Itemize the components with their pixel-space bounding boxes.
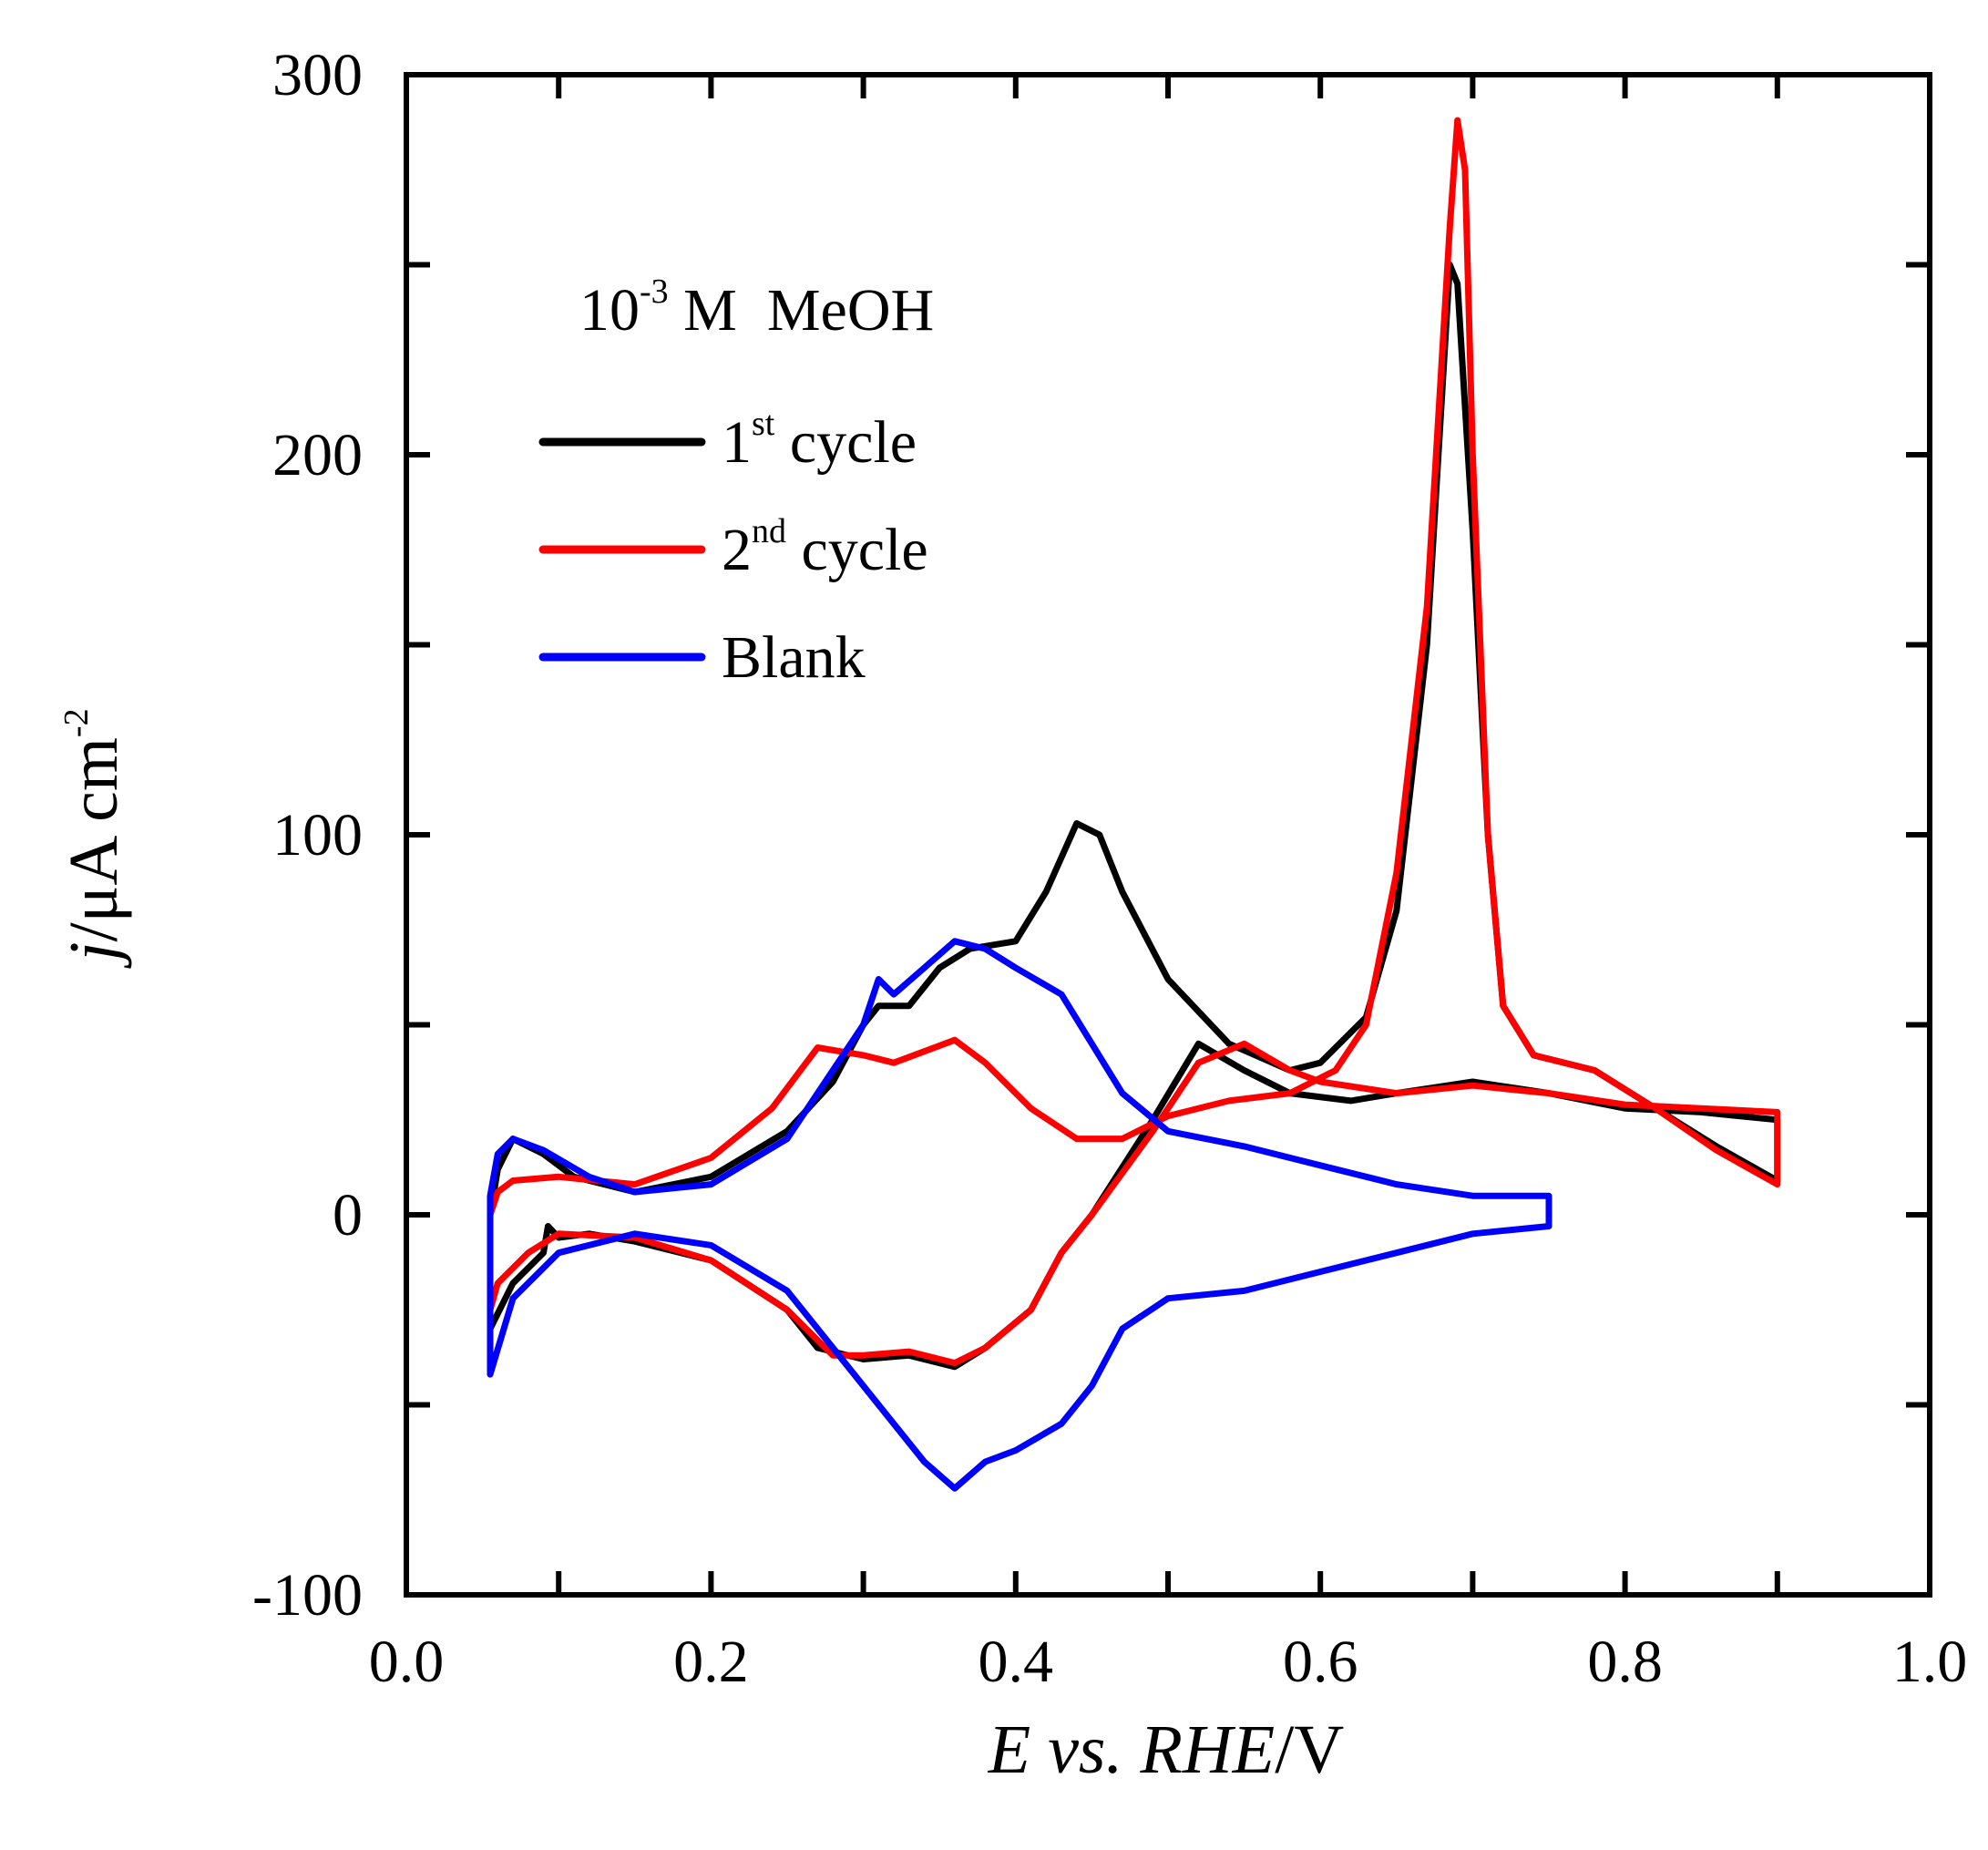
x-tick-label: 1.0 (1892, 1629, 1968, 1695)
x-axis-title-italic: E vs. RHE (988, 1711, 1275, 1788)
annotation: 10-3 M MeOH (579, 272, 934, 344)
annotation-base: 10 (579, 277, 640, 344)
x-axis-title: E vs. RHE/V (988, 1711, 1345, 1788)
x-tick-label: 0.0 (369, 1629, 445, 1695)
legend-label-1: 1st cycle (722, 405, 917, 476)
x-tick-label: 0.4 (979, 1629, 1054, 1695)
x-tick-label: 0.8 (1587, 1629, 1663, 1695)
y-axis-title-exponent: -2 (57, 708, 96, 737)
series-line-1 (487, 262, 1781, 1371)
series-line-3 (487, 938, 1552, 1492)
y-axis-title-mid: /μA cm (56, 737, 132, 941)
y-tick-label: 100 (272, 802, 363, 868)
y-tick-label: 0 (333, 1182, 363, 1249)
series-line-2 (487, 117, 1781, 1367)
y-axis-title-italic: j (56, 941, 132, 969)
ticks-layer: 0.0 0.2 0.4 0.6 0.8 1.0 -100 0 100 200 300 (252, 42, 1967, 1695)
x-tick-label: 0.6 (1283, 1629, 1358, 1695)
y-axis-title: j/μA cm-2 (56, 708, 132, 969)
y-tick-label: -100 (252, 1562, 363, 1629)
legend-label-3: Blank (722, 624, 866, 691)
legend: 1st cycle 2nd cycle Blank (538, 405, 928, 691)
y-tick-label: 200 (272, 422, 363, 488)
legend-label-2: 2nd cycle (722, 512, 928, 583)
x-tick-label: 0.2 (673, 1629, 749, 1695)
series-layer (487, 117, 1781, 1492)
y-tick-label: 300 (272, 42, 363, 108)
annotation-suffix: M MeOH (669, 277, 935, 344)
annotation-exponent: -3 (640, 272, 669, 311)
x-axis-title-rest: /V (1275, 1711, 1344, 1788)
